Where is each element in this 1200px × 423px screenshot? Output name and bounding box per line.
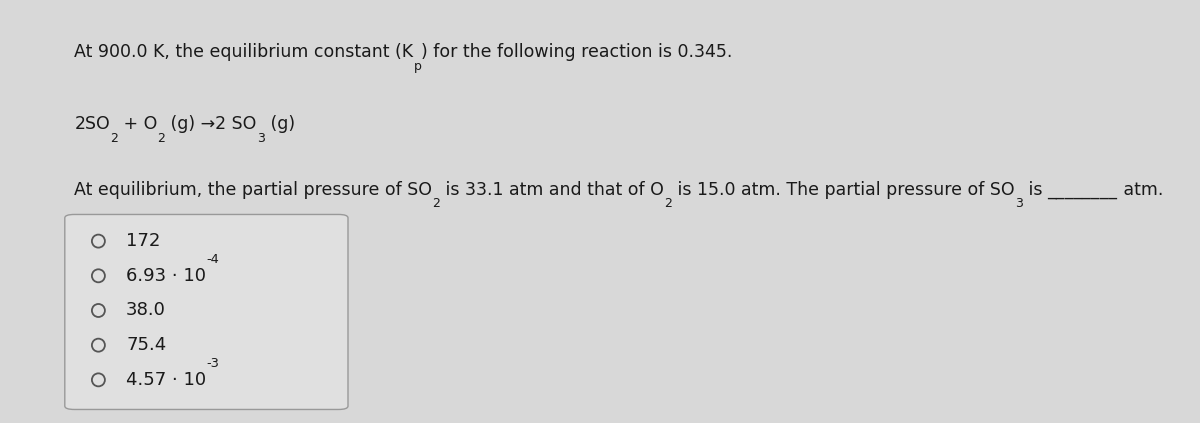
FancyBboxPatch shape xyxy=(65,214,348,409)
Text: 2: 2 xyxy=(110,132,118,145)
Text: 2: 2 xyxy=(157,132,166,145)
Text: is 15.0 atm. The partial pressure of SO: is 15.0 atm. The partial pressure of SO xyxy=(672,181,1015,198)
Text: ) for the following reaction is 0.345.: ) for the following reaction is 0.345. xyxy=(421,43,733,61)
Text: ________: ________ xyxy=(1048,181,1117,199)
Text: 75.4: 75.4 xyxy=(126,336,167,354)
Text: 2: 2 xyxy=(432,197,440,210)
Text: 2: 2 xyxy=(664,197,672,210)
Text: -3: -3 xyxy=(206,357,220,370)
Text: -4: -4 xyxy=(206,253,218,266)
Text: is 33.1 atm and that of O: is 33.1 atm and that of O xyxy=(440,181,664,198)
Text: 38.0: 38.0 xyxy=(126,302,166,319)
Text: is: is xyxy=(1022,181,1048,198)
Text: + O: + O xyxy=(118,115,157,133)
Text: At 900.0 K, the equilibrium constant (K: At 900.0 K, the equilibrium constant (K xyxy=(74,43,414,61)
Text: 3: 3 xyxy=(1015,197,1022,210)
Text: At equilibrium, the partial pressure of SO: At equilibrium, the partial pressure of … xyxy=(74,181,432,198)
Text: 6.93 · 10: 6.93 · 10 xyxy=(126,267,206,285)
Text: 172: 172 xyxy=(126,232,161,250)
Text: (g) →2 SO: (g) →2 SO xyxy=(166,115,257,133)
Text: 4.57 · 10: 4.57 · 10 xyxy=(126,371,206,389)
Text: atm.: atm. xyxy=(1117,181,1163,198)
Text: p: p xyxy=(414,60,421,73)
Text: 2SO: 2SO xyxy=(74,115,110,133)
Text: (g): (g) xyxy=(264,115,295,133)
Text: 3: 3 xyxy=(257,132,264,145)
